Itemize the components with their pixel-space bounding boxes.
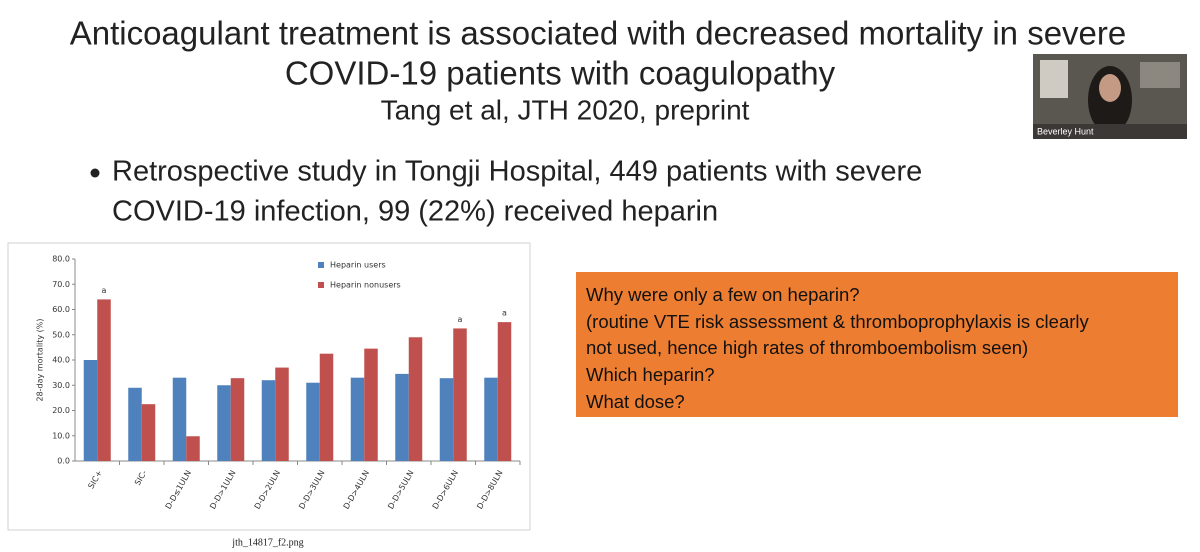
note-line: (routine VTE risk assessment & thrombopr…: [586, 311, 1090, 332]
bar: [186, 436, 200, 461]
bar: [439, 378, 454, 461]
title-line: Anticoagulant treatment is associated wi…: [70, 15, 1127, 52]
y-tick-label: 40.0: [52, 356, 70, 365]
bar: [408, 337, 423, 461]
annotation: a: [502, 309, 507, 318]
chart-caption: jth_14817_f2.png: [231, 537, 303, 548]
bar: [484, 377, 498, 461]
y-tick-label: 30.0: [52, 381, 70, 390]
bullet-line: Retrospective study in Tongji Hospital, …: [112, 156, 922, 188]
video-wall: [1140, 62, 1180, 88]
bar: [453, 328, 467, 461]
y-tick-label: 60.0: [52, 305, 70, 314]
bar: [217, 385, 231, 461]
bar: [350, 377, 365, 461]
y-tick-label: 70.0: [52, 280, 70, 289]
bar: [275, 367, 289, 461]
legend-label: Heparin users: [330, 261, 386, 270]
bar: [319, 353, 334, 461]
legend-swatch: [318, 282, 324, 288]
bar: [497, 322, 512, 461]
bar: [306, 382, 320, 461]
bar: [230, 378, 245, 461]
y-tick-label: 80.0: [52, 255, 70, 264]
bar: [364, 348, 378, 461]
y-axis-label: 28-day mortality (%): [36, 318, 45, 401]
video-name: Beverley Hunt: [1037, 126, 1094, 136]
legend-swatch: [318, 262, 324, 268]
note-line: Why were only a few on heparin?: [586, 284, 860, 305]
y-tick-label: 20.0: [52, 406, 70, 415]
y-tick-label: 50.0: [52, 330, 70, 339]
bar: [97, 299, 111, 461]
bar: [141, 404, 156, 461]
annotation: a: [102, 286, 107, 295]
annotation: a: [458, 315, 463, 324]
y-tick-label: 0.0: [57, 457, 70, 466]
video-face: [1099, 74, 1121, 102]
video-wall: [1040, 60, 1068, 98]
note-line: What dose?: [586, 391, 685, 412]
video-name-bar: [1033, 124, 1187, 139]
subtitle: Tang et al, JTH 2020, preprint: [381, 94, 750, 125]
bar: [128, 387, 142, 461]
bar: [172, 377, 187, 461]
bullet-dot: [90, 168, 100, 178]
note-box: [576, 272, 1178, 417]
bullet-line: COVID-19 infection, 99 (22%) received he…: [112, 196, 718, 228]
bar: [261, 380, 276, 461]
note-line: Which heparin?: [586, 364, 715, 385]
title-line: COVID-19 patients with coagulopathy: [285, 55, 836, 92]
bar: [83, 360, 98, 461]
legend-label: Heparin nonusers: [330, 281, 401, 290]
y-tick-label: 10.0: [52, 431, 70, 440]
note-line: not used, hence high rates of thromboemb…: [586, 337, 1028, 358]
video-thumbnail: Beverley Hunt: [1033, 54, 1187, 139]
bar: [395, 373, 409, 461]
